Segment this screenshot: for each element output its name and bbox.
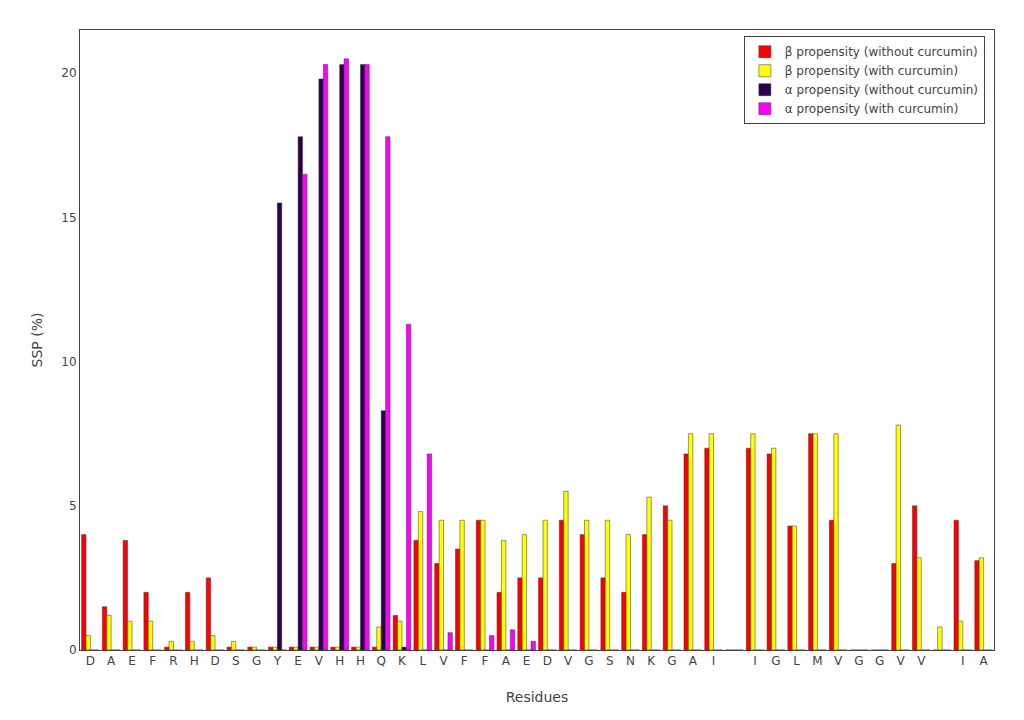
svg-text:G: G [854, 654, 863, 668]
svg-text:H: H [356, 654, 365, 668]
svg-text:20: 20 [61, 66, 76, 80]
svg-text:V: V [896, 654, 905, 668]
svg-text:K: K [398, 654, 407, 668]
svg-text:D: D [86, 654, 95, 668]
svg-text:5: 5 [69, 499, 77, 513]
svg-text:S: S [232, 654, 240, 668]
svg-text:G: G [875, 654, 884, 668]
svg-text:V: V [917, 654, 926, 668]
svg-text:D: D [543, 654, 552, 668]
svg-text:D: D [210, 654, 219, 668]
svg-text:α propensity (with curcumin): α propensity (with curcumin) [785, 102, 959, 116]
svg-text:F: F [482, 654, 489, 668]
svg-text:G: G [771, 654, 780, 668]
svg-text:A: A [502, 654, 511, 668]
svg-text:Y: Y [273, 654, 282, 668]
svg-text:Residues: Residues [506, 689, 569, 705]
svg-text:15: 15 [61, 211, 76, 225]
svg-text:G: G [252, 654, 261, 668]
svg-text:E: E [294, 654, 302, 668]
svg-text:V: V [439, 654, 448, 668]
svg-text:I: I [753, 654, 757, 668]
svg-text:F: F [461, 654, 468, 668]
svg-text:A: A [980, 654, 989, 668]
svg-text:V: V [834, 654, 843, 668]
svg-text:E: E [523, 654, 531, 668]
svg-text:S: S [606, 654, 614, 668]
svg-text:I: I [961, 654, 965, 668]
svg-text:L: L [793, 654, 800, 668]
svg-text:I: I [712, 654, 716, 668]
svg-text:SSP (%): SSP (%) [29, 313, 45, 368]
svg-text:F: F [149, 654, 156, 668]
svg-text:G: G [667, 654, 676, 668]
svg-text:R: R [169, 654, 177, 668]
svg-text:E: E [128, 654, 136, 668]
svg-text:Q: Q [376, 654, 385, 668]
svg-text:V: V [564, 654, 573, 668]
svg-text:10: 10 [61, 355, 76, 369]
svg-text:H: H [190, 654, 199, 668]
svg-text:G: G [584, 654, 593, 668]
svg-text:β propensity (with curcumin): β propensity (with curcumin) [785, 64, 958, 78]
svg-text:M: M [812, 654, 822, 668]
svg-text:V: V [315, 654, 324, 668]
svg-text:β propensity (without curcumin: β propensity (without curcumin) [785, 45, 978, 59]
svg-text:K: K [647, 654, 656, 668]
svg-text:H: H [335, 654, 344, 668]
svg-text:L: L [419, 654, 426, 668]
svg-text:A: A [689, 654, 698, 668]
svg-text:N: N [626, 654, 635, 668]
svg-text:A: A [107, 654, 116, 668]
svg-text:α propensity (without curcumin: α propensity (without curcumin) [785, 83, 978, 97]
svg-text:0: 0 [69, 643, 77, 657]
